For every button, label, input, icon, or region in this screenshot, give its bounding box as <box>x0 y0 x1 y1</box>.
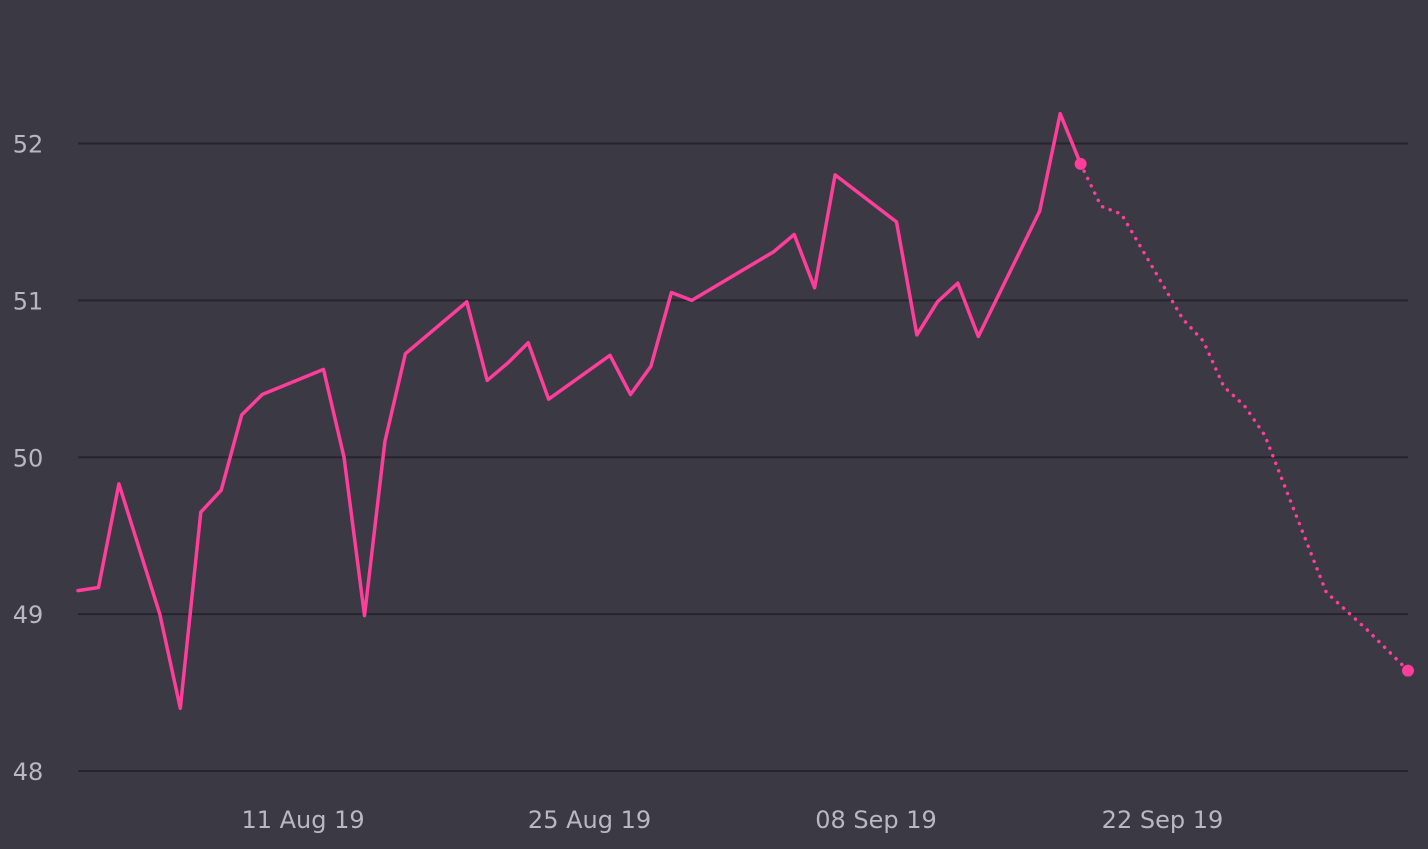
x-tick-label: 11 Aug 19 <box>241 806 364 834</box>
grid-lines <box>78 142 1408 772</box>
x-tick-label: 22 Sep 19 <box>1102 806 1224 834</box>
last-actual-point-marker <box>1074 157 1087 170</box>
y-axis-tick-labels: 48 49 50 51 52 <box>13 131 44 787</box>
actual-series-line <box>76 111 1083 711</box>
forecast-series-line <box>1078 162 1410 673</box>
y-tick-label: 48 <box>13 758 44 786</box>
y-tick-label: 52 <box>13 131 44 159</box>
y-tick-label: 49 <box>13 601 44 629</box>
forecast-end-point-marker <box>1402 664 1414 677</box>
x-tick-label: 08 Sep 19 <box>815 806 937 834</box>
y-tick-label: 51 <box>13 287 44 315</box>
y-tick-label: 50 <box>13 444 44 472</box>
x-axis-tick-labels: 11 Aug 19 25 Aug 19 08 Sep 19 22 Sep 19 <box>241 806 1223 834</box>
x-tick-label: 25 Aug 19 <box>528 806 651 834</box>
series-layer <box>76 111 1410 711</box>
marker-layer <box>1074 157 1414 677</box>
